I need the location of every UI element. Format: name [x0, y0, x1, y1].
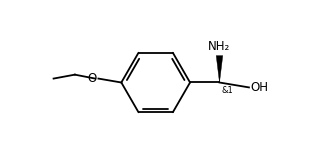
Polygon shape: [216, 56, 223, 82]
Text: NH₂: NH₂: [209, 40, 231, 53]
Text: &1: &1: [221, 86, 233, 95]
Text: OH: OH: [250, 81, 268, 94]
Text: O: O: [87, 72, 96, 85]
